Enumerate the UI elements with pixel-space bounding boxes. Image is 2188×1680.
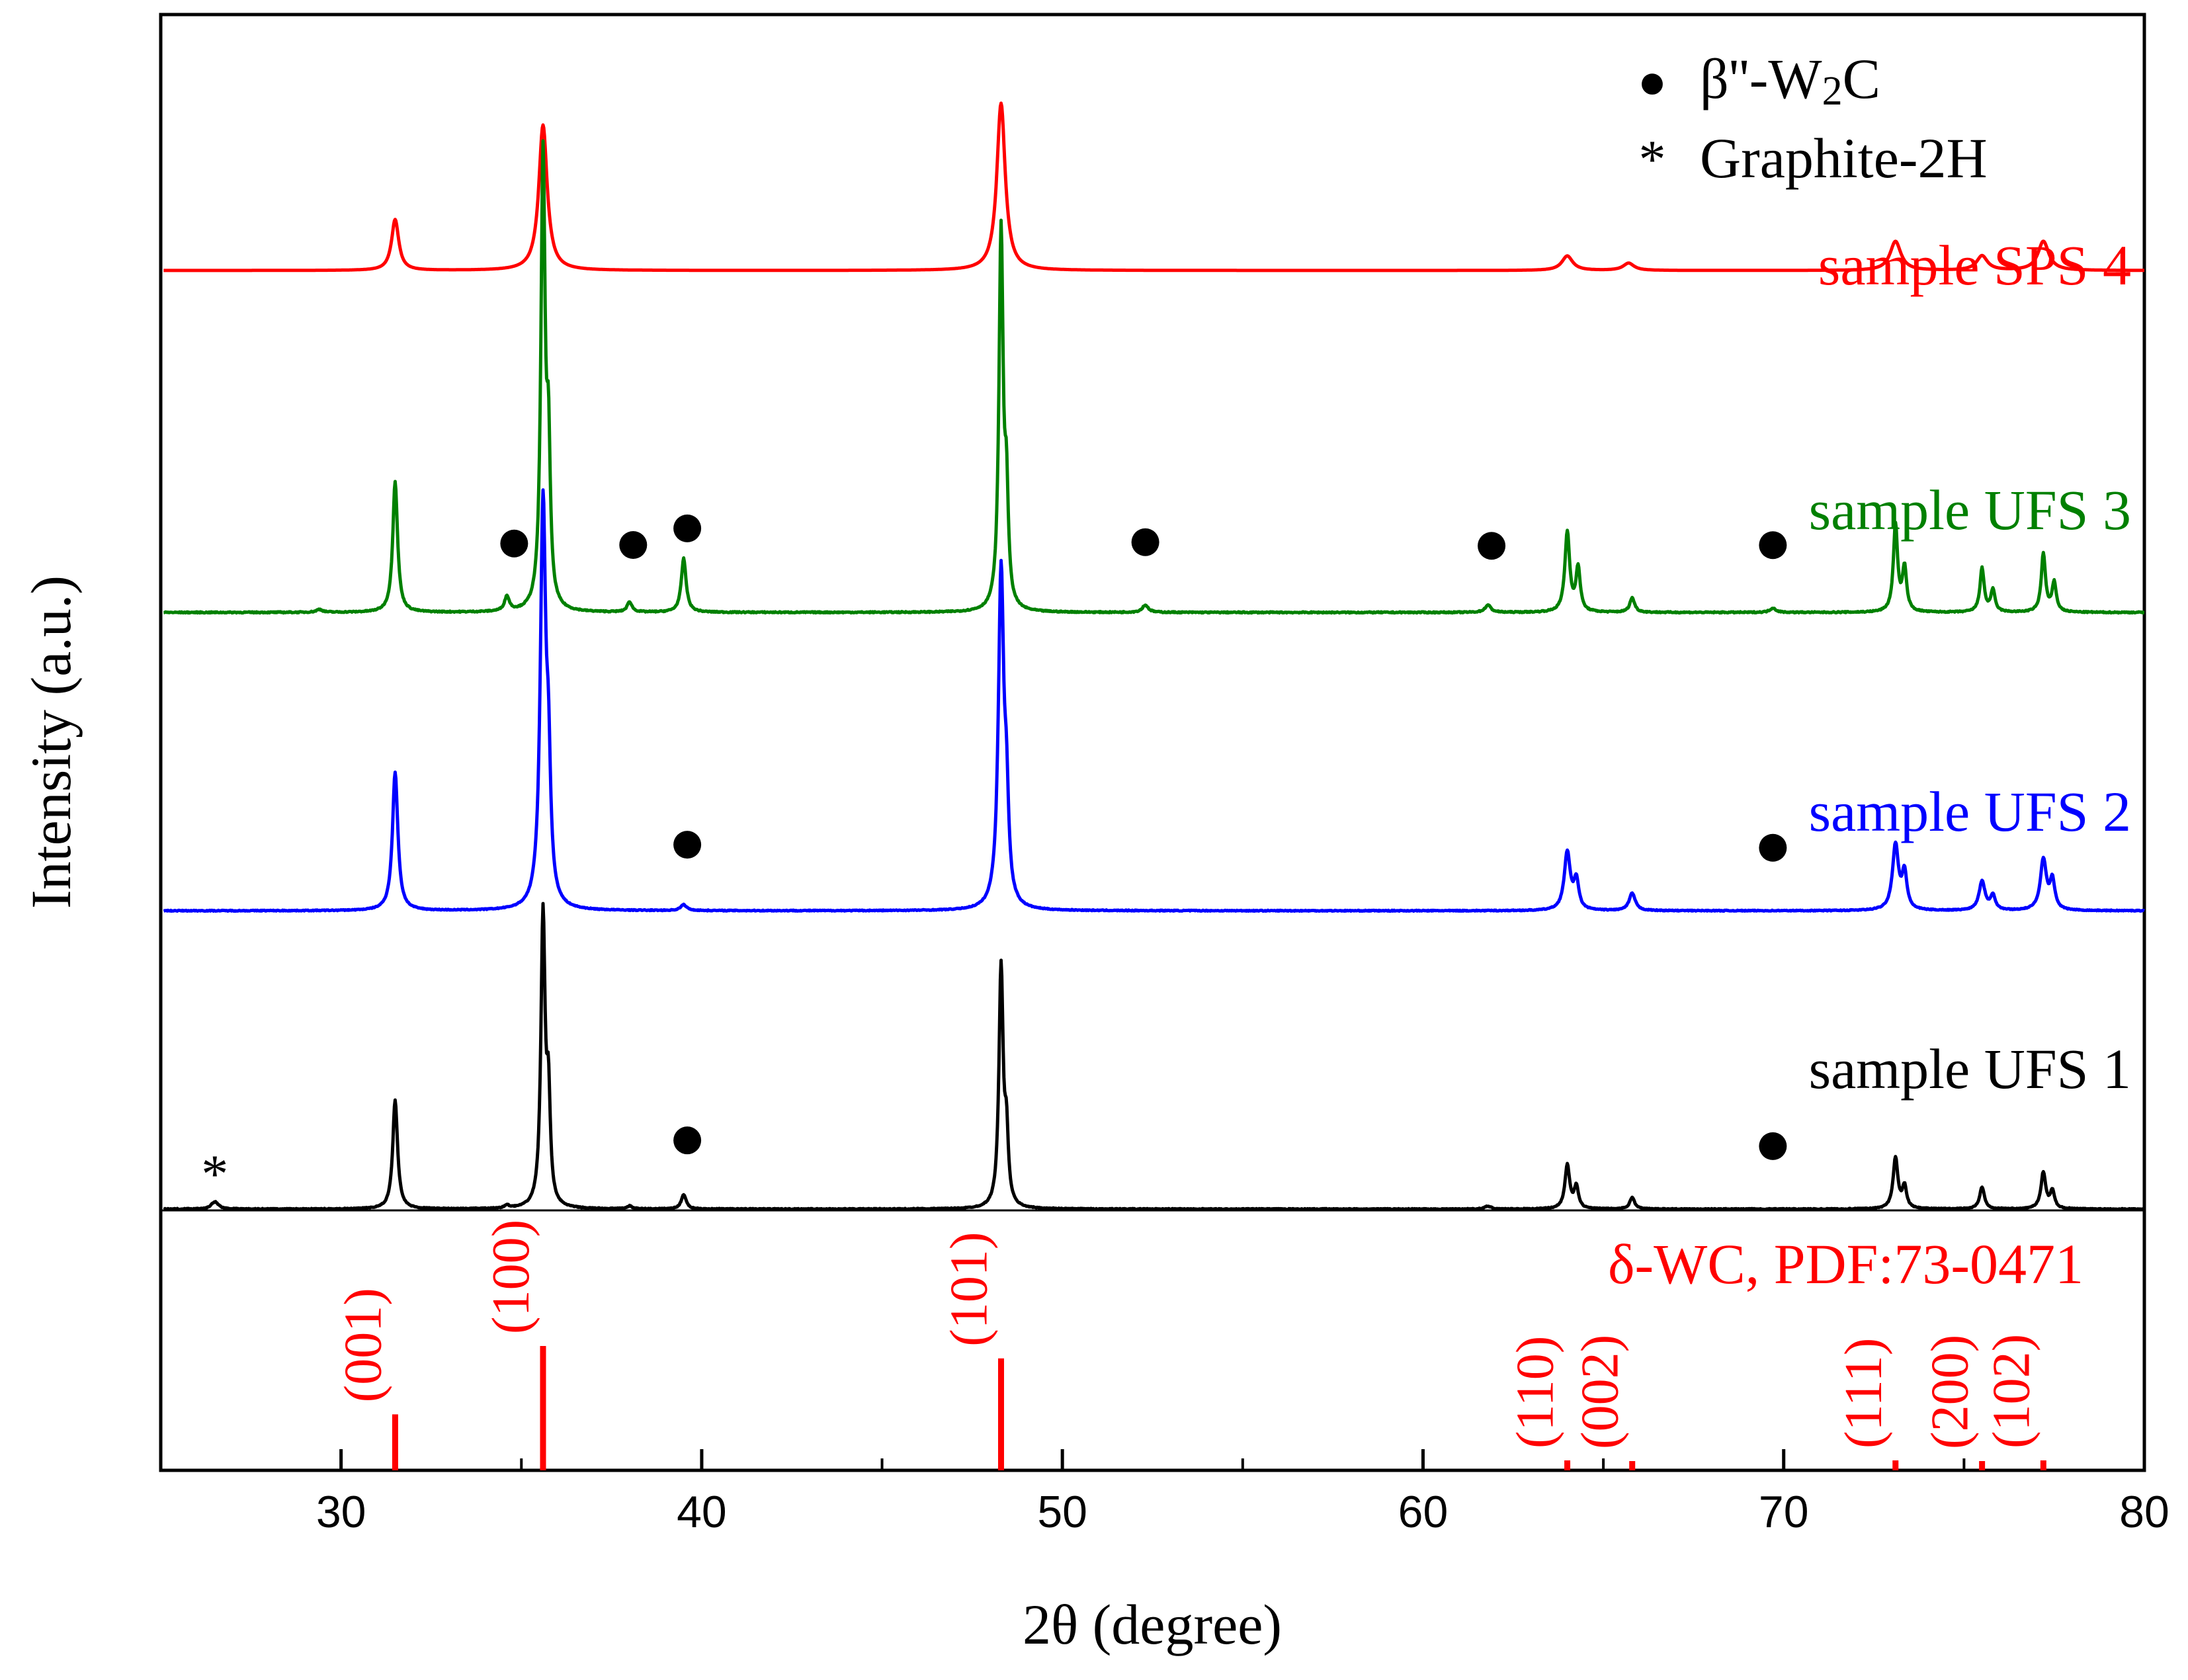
w2c-marker-sample-ufs-2 — [673, 831, 702, 859]
legend-label-w2c-tail: C — [1843, 47, 1880, 110]
series-label-sample-ufs-2: sample UFS 2 — [1809, 780, 2131, 843]
pattern-series: sample SPS 4 sample UFS 3 sample UFS 2 samp… — [163, 101, 2146, 1212]
y-axis-label: Intensity (a.u.) — [19, 575, 83, 909]
reference-hkl-label: (200) — [1921, 1335, 1980, 1449]
legend-label-w2c: β''-W2C — [1700, 47, 1880, 114]
x-tick-label: 70 — [1759, 1487, 1809, 1537]
series-label-sample-sps-4: sample SPS 4 — [1818, 233, 2131, 297]
reference-hkl-label: (101) — [940, 1232, 998, 1347]
w2c-marker-sample-ufs-1 — [1759, 1132, 1787, 1160]
series-label-sample-ufs-1: sample UFS 1 — [1809, 1037, 2131, 1101]
w2c-marker-sample-ufs-3 — [1131, 528, 1159, 556]
phase-markers: * — [201, 514, 1787, 1204]
legend-label-graphite: Graphite-2H — [1700, 126, 1988, 190]
graphite-marker-sample-ufs-1: * — [201, 1144, 228, 1204]
x-tick-label: 40 — [677, 1487, 727, 1537]
w2c-marker-sample-ufs-3 — [619, 530, 648, 559]
reference-hkl-label: (102) — [1982, 1334, 2041, 1449]
w2c-marker-sample-ufs-3 — [500, 529, 528, 558]
x-tick-label: 30 — [316, 1487, 366, 1537]
reference-hkl-label: (111) — [1835, 1338, 1893, 1449]
x-axis-ticks: 30 40 50 60 70 80 — [316, 1449, 2169, 1537]
reference-hkl-label: (001) — [334, 1288, 392, 1402]
legend-label-w2c-main: β''-W — [1700, 47, 1822, 110]
x-axis-label: 2θ (degree) — [1023, 1593, 1282, 1656]
x-tick-label: 60 — [1398, 1487, 1449, 1537]
w2c-marker-sample-ufs-3 — [1759, 531, 1787, 560]
w2c-marker-sample-ufs-3 — [1478, 532, 1506, 560]
w2c-marker-sample-ufs-1 — [673, 1126, 702, 1155]
legend-star-icon: * — [1639, 129, 1666, 189]
reference-label: δ-WC, PDF:73-0471 — [1608, 1232, 2083, 1296]
reference-pattern: (001) (100) (101) (110) (002) (111) (200) (102)… — [334, 1220, 2083, 1470]
series-label-sample-ufs-3: sample UFS 3 — [1809, 478, 2131, 542]
reference-hkl-label: (100) — [482, 1220, 540, 1334]
legend-dot-icon: ● — [1638, 55, 1667, 109]
series-line-sample-ufs-2 — [163, 488, 2146, 913]
x-tick-label: 50 — [1037, 1487, 1087, 1537]
series-line-sample-ufs-3 — [163, 139, 2146, 615]
reference-hkl-label: (110) — [1507, 1336, 1565, 1449]
legend-label-w2c-sub: 2 — [1822, 69, 1843, 114]
w2c-marker-sample-ufs-3 — [673, 514, 702, 542]
series-line-sample-ufs-1 — [163, 902, 2146, 1212]
series-line-sample-sps-4 — [163, 101, 2146, 273]
reference-hkl-label: (002) — [1572, 1335, 1630, 1449]
plot-frame — [159, 13, 2146, 1472]
legend: ● β''-W2C * Graphite-2H — [1638, 47, 1988, 190]
x-tick-label: 80 — [2119, 1487, 2169, 1537]
w2c-marker-sample-ufs-2 — [1759, 833, 1787, 862]
